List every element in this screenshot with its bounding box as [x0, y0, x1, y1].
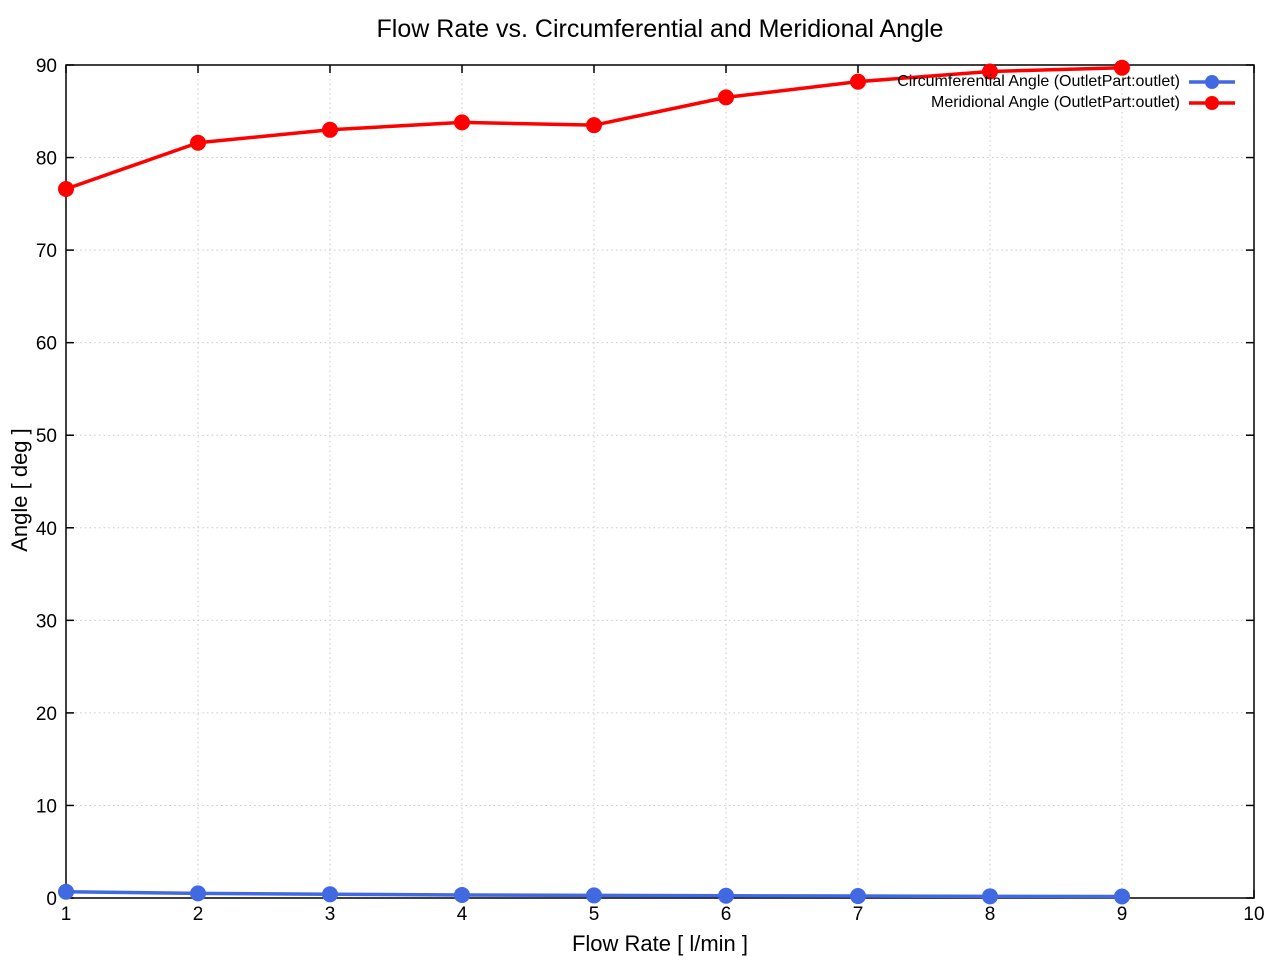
data-point-marker-series-0 [454, 886, 470, 903]
legend-sample-line-meridional-icon [1189, 95, 1235, 110]
legend-label-circumferential: Circumferential Angle (OutletPart:outlet… [897, 72, 1180, 90]
y-axis-label: Angle [ deg ] [7, 428, 32, 552]
y-tick-label: 80 [36, 149, 57, 170]
y-tick-label: 40 [36, 519, 57, 540]
data-point-marker-series-1 [1114, 59, 1130, 76]
data-point-marker-series-0 [718, 887, 734, 904]
y-tick-label: 0 [46, 889, 57, 910]
y-tick-label: 10 [36, 796, 57, 817]
x-tick-label: 6 [721, 904, 732, 925]
data-point-marker-series-0 [58, 883, 74, 900]
data-point-marker-series-1 [322, 121, 338, 138]
x-tick-label: 2 [193, 904, 204, 925]
x-tick-label: 7 [853, 904, 864, 925]
data-point-marker-series-1 [586, 117, 602, 134]
x-tick-label: 8 [985, 904, 996, 925]
y-tick-label: 50 [36, 426, 57, 447]
data-point-marker-series-0 [982, 888, 998, 905]
plot-border [65, 64, 1255, 899]
legend-sample-line-circumferential-icon [1189, 74, 1235, 89]
x-axis-label: Flow Rate [ l/min ] [571, 931, 749, 956]
y-tick-label: 60 [36, 334, 57, 355]
data-point-marker-series-1 [454, 114, 470, 131]
data-point-marker-series-0 [1114, 888, 1130, 905]
chart-title: Flow Rate vs. Circumferential and Meridi… [376, 15, 944, 43]
y-tick-label: 30 [36, 611, 57, 632]
data-point-marker-series-1 [58, 181, 74, 198]
data-point-marker-series-1 [982, 63, 998, 80]
x-tick-label: 1 [61, 904, 72, 925]
y-tick-label: 70 [36, 241, 57, 262]
data-point-marker-series-0 [850, 888, 866, 905]
legend: Circumferential Angle (OutletPart:outlet… [897, 72, 1236, 112]
data-point-marker-series-0 [190, 885, 206, 902]
legend-entry-meridional: Meridional Angle (OutletPart:outlet) [931, 93, 1236, 112]
data-point-marker-series-0 [322, 886, 338, 903]
x-tick-label: 10 [1243, 904, 1264, 925]
x-tick-label: 5 [589, 904, 600, 925]
x-tick-label: 4 [457, 904, 468, 925]
x-tick-label: 9 [1117, 904, 1128, 925]
legend-label-meridional: Meridional Angle (OutletPart:outlet) [930, 93, 1180, 111]
data-point-marker-series-1 [850, 73, 866, 90]
legend-entry-circumferential: Circumferential Angle (OutletPart:outlet… [897, 72, 1236, 91]
data-point-marker-series-1 [190, 134, 206, 151]
data-point-marker-series-1 [718, 89, 734, 106]
y-tick-label: 20 [36, 704, 57, 725]
data-point-marker-series-0 [586, 887, 602, 904]
x-tick-label: 3 [325, 904, 336, 925]
y-tick-label: 90 [36, 56, 57, 77]
